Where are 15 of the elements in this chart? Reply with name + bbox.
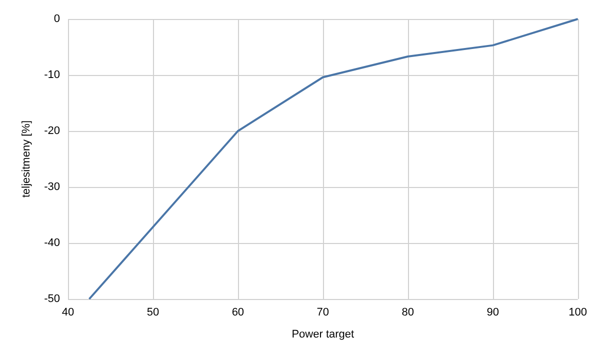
y-tick-label: 0 xyxy=(54,13,60,25)
x-tick-label: 60 xyxy=(232,306,244,318)
y-tick-label: -50 xyxy=(44,293,60,305)
x-tick-label: 40 xyxy=(62,306,74,318)
y-tick-label: -10 xyxy=(44,69,60,81)
y-tick-label: -20 xyxy=(44,125,60,137)
y-tick-label: -30 xyxy=(44,181,60,193)
x-tick-label: 90 xyxy=(486,306,499,318)
x-tick-label: 70 xyxy=(316,306,330,318)
x-tick-label: 80 xyxy=(402,306,414,318)
x-tick-label: 100 xyxy=(568,306,588,318)
x-tick-label: 50 xyxy=(146,306,160,318)
x-axis-title: Power target xyxy=(292,328,354,340)
y-tick-label: -40 xyxy=(44,237,60,249)
y-axis-title: teljesitmeny [%] xyxy=(20,120,32,198)
